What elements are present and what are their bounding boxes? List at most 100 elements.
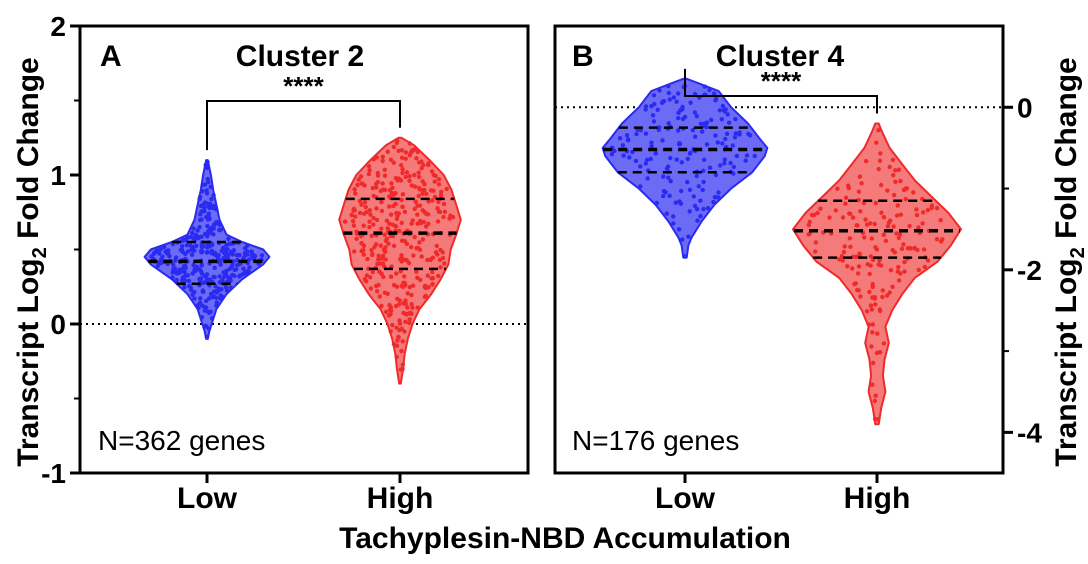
data-point: [715, 140, 720, 145]
data-point: [818, 206, 823, 211]
data-point: [381, 187, 386, 192]
data-point: [353, 214, 358, 219]
data-point: [399, 155, 405, 160]
data-point: [403, 298, 408, 303]
data-point: [400, 167, 405, 172]
data-point: [161, 244, 167, 250]
data-point: [705, 206, 711, 211]
data-point: [379, 199, 384, 205]
data-point: [660, 99, 666, 104]
data-point: [447, 216, 452, 221]
data-point: [898, 212, 903, 217]
data-point: [870, 322, 875, 327]
data-point: [723, 136, 728, 142]
data-point: [385, 149, 390, 154]
data-point: [645, 176, 650, 181]
data-point: [813, 249, 818, 254]
data-point: [359, 248, 364, 254]
data-point: [431, 172, 436, 178]
data-point: [717, 108, 723, 113]
data-point: [400, 362, 405, 367]
x-tick-label: Low: [655, 482, 716, 515]
data-point: [733, 131, 738, 136]
data-point: [643, 107, 648, 112]
data-point: [415, 305, 420, 310]
data-point: [192, 267, 197, 272]
data-point: [223, 249, 229, 254]
data-point: [382, 173, 388, 178]
data-point: [850, 266, 855, 271]
data-point: [634, 131, 639, 137]
data-point: [914, 212, 920, 218]
data-point: [204, 324, 209, 329]
data-point: [403, 150, 408, 155]
data-point: [673, 200, 678, 205]
y-tick-label: -1: [41, 458, 66, 489]
data-point: [402, 274, 407, 279]
data-point: [184, 243, 190, 248]
data-point: [359, 202, 364, 207]
data-point: [666, 83, 671, 89]
data-point: [384, 218, 390, 223]
data-point: [692, 203, 698, 209]
data-point: [660, 138, 665, 143]
data-point: [176, 270, 182, 276]
data-point: [442, 261, 447, 266]
data-point: [856, 189, 862, 194]
data-point: [723, 107, 728, 112]
data-point: [230, 251, 235, 256]
data-point: [380, 181, 385, 186]
data-point: [171, 262, 176, 267]
data-point: [387, 307, 393, 312]
data-point: [842, 244, 847, 249]
data-point: [199, 262, 205, 267]
data-point: [202, 304, 207, 310]
data-point: [382, 167, 387, 172]
data-point: [688, 100, 693, 105]
data-point: [202, 200, 208, 205]
data-point: [381, 274, 386, 280]
data-point: [867, 289, 872, 295]
data-point: [929, 205, 934, 211]
panel-title: Cluster 4: [716, 40, 845, 73]
data-point: [226, 236, 231, 241]
x-tick-label: High: [367, 482, 434, 515]
data-point: [188, 234, 194, 240]
data-point: [420, 208, 425, 213]
data-point: [396, 211, 402, 216]
data-point: [685, 179, 690, 185]
data-point: [442, 209, 448, 214]
data-point: [246, 257, 252, 262]
data-point: [180, 244, 185, 249]
data-point: [204, 214, 209, 220]
data-point: [744, 153, 750, 158]
data-point: [403, 319, 408, 324]
data-point: [877, 307, 882, 312]
data-point: [868, 303, 874, 308]
data-point: [388, 329, 393, 334]
data-point: [916, 267, 921, 273]
data-point: [676, 115, 681, 121]
data-point: [652, 101, 657, 107]
data-point: [189, 245, 195, 250]
data-point: [212, 275, 217, 280]
data-point: [896, 235, 902, 241]
data-point: [250, 255, 255, 260]
data-point: [207, 205, 212, 210]
data-point: [419, 254, 424, 259]
data-point: [370, 185, 376, 191]
data-point: [441, 214, 446, 220]
y-tick-label: -4: [1017, 417, 1042, 448]
data-point: [357, 210, 363, 216]
data-point: [191, 226, 196, 231]
data-point: [701, 206, 706, 212]
data-point: [170, 270, 175, 275]
data-point: [661, 193, 666, 199]
data-point: [371, 215, 376, 221]
data-point: [192, 296, 197, 301]
data-point: [877, 158, 883, 163]
data-point: [880, 294, 885, 300]
data-point: [374, 185, 379, 190]
data-point: [694, 173, 699, 179]
